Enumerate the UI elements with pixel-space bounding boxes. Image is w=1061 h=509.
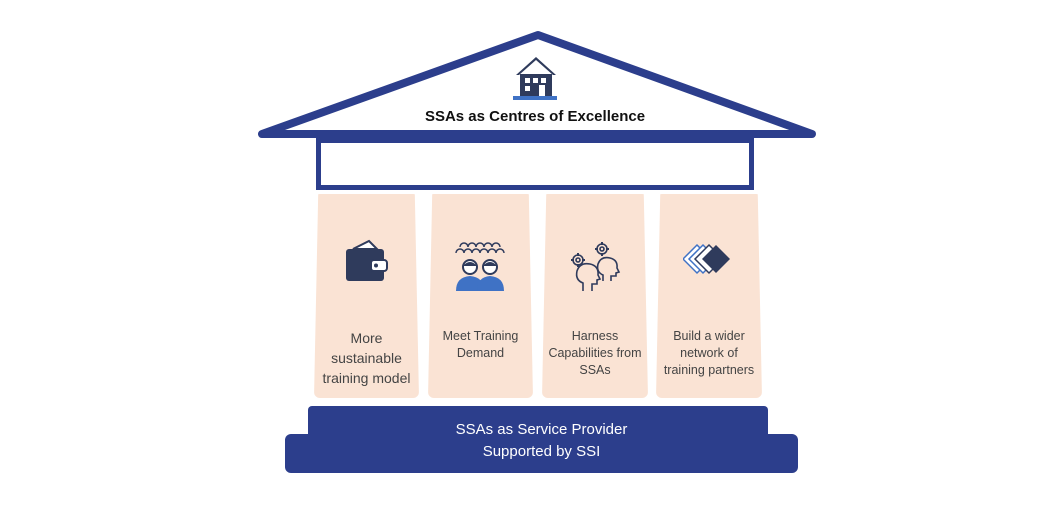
stacked-diamonds-icon [683,243,730,275]
pillar-label: Harness Capabilities from SSAs [548,329,642,377]
pillar-label: Meet Training Demand [442,329,519,360]
pillar-training-demand: Meet Training Demand [428,194,533,398]
pillar-label: Build a wider network of training partne… [663,329,755,377]
base-step-bottom [285,434,798,473]
house-icon [513,57,557,100]
wallet-icon [345,239,388,281]
pillar-label: More sustainable training model [322,330,411,386]
roof-title: SSAs as Centres of Excellence [424,108,646,125]
pillar-wider-network: Build a wider network of training partne… [656,194,762,398]
thinking-heads-icon [571,242,621,291]
base-line-2: Supported by SSI [482,443,601,460]
people-group-icon [454,242,505,291]
pillar-harness-capabilities: Harness Capabilities from SSAs [542,194,648,398]
base-line-1: SSAs as Service Provider [455,421,628,438]
roof-beam [316,138,754,190]
base-text: SSAs as Service Provider Supported by SS… [285,419,798,463]
pillar-sustainable-model: More sustainable training model [314,194,419,398]
